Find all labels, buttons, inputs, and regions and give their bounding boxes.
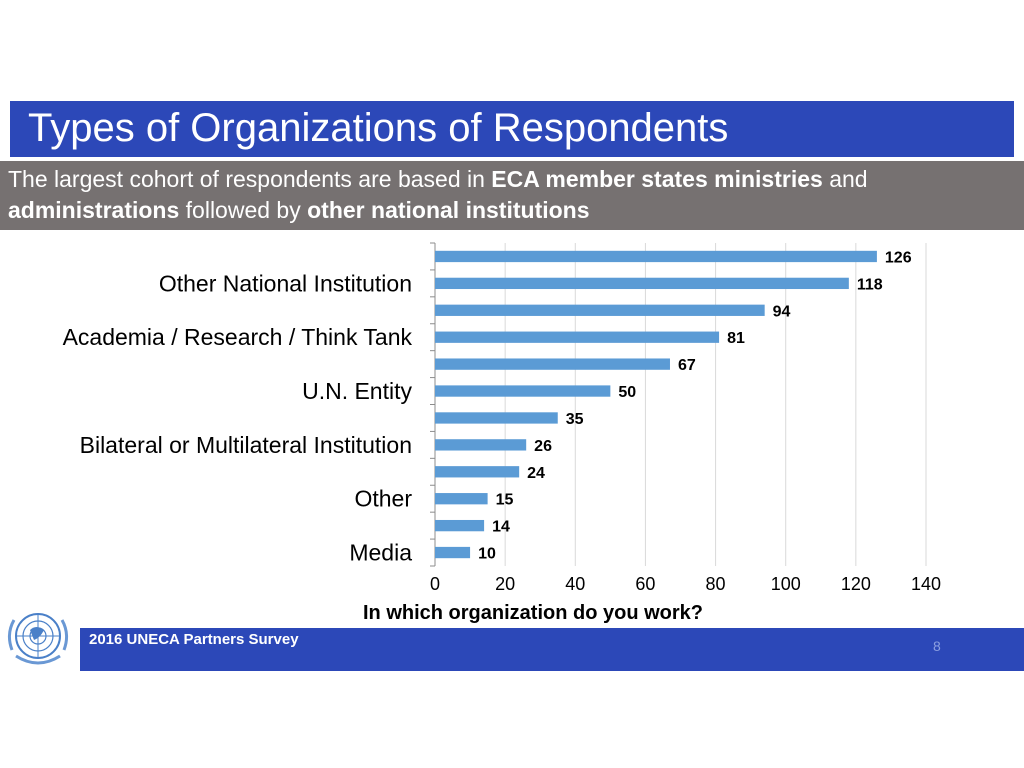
category-label: Other National Institution xyxy=(159,270,412,296)
bar-value-label: 50 xyxy=(618,384,636,401)
subtitle-part2: and xyxy=(822,166,868,192)
category-label: U.N. Entity xyxy=(302,378,412,404)
x-axis-title: In which organization do you work? xyxy=(363,602,703,624)
bar xyxy=(435,358,670,370)
footer-survey-label: 2016 UNECA Partners Survey xyxy=(89,631,299,648)
subtitle-bold3: other national institutions xyxy=(307,197,590,223)
bar xyxy=(435,519,485,532)
bar-value-label: 10 xyxy=(478,546,496,563)
bar xyxy=(435,546,471,559)
subtitle-banner: The largest cohort of respondents are ba… xyxy=(0,161,1024,230)
bar-value-label: 24 xyxy=(527,465,545,482)
bar xyxy=(435,304,765,316)
bar xyxy=(435,277,849,290)
bar-value-label: 118 xyxy=(857,276,883,293)
x-tick-label: 80 xyxy=(706,574,726,594)
bar xyxy=(435,385,611,397)
x-tick-label: 0 xyxy=(430,574,440,594)
category-label: Bilateral or Multilateral Institution xyxy=(80,432,412,458)
subtitle-bold1: ECA member states ministries xyxy=(491,166,823,192)
subtitle-bold2: administrations xyxy=(8,197,180,223)
bar xyxy=(435,493,488,505)
bar xyxy=(435,331,720,343)
x-tick-label: 60 xyxy=(635,574,655,594)
x-tick-label: 140 xyxy=(911,574,941,594)
category-label: Media xyxy=(349,540,412,566)
title-bar: Types of Organizations of Respondents xyxy=(10,101,1014,157)
bar-value-label: 67 xyxy=(678,357,696,374)
bar-value-label: 15 xyxy=(496,492,514,509)
un-emblem-logo xyxy=(7,613,69,665)
bar-value-label: 94 xyxy=(773,303,791,320)
bar-value-label: 81 xyxy=(727,330,745,347)
bar-value-label: 14 xyxy=(492,519,510,536)
bar xyxy=(435,412,558,424)
x-tick-label: 100 xyxy=(771,574,801,594)
x-tick-label: 120 xyxy=(841,574,871,594)
footer-bar: 2016 UNECA Partners Survey 8 xyxy=(80,628,1024,671)
subtitle-part1: The largest cohort of respondents are ba… xyxy=(8,166,492,192)
page-number: 8 xyxy=(933,638,941,654)
bar-value-label: 126 xyxy=(885,249,912,266)
page-title: Types of Organizations of Respondents xyxy=(28,106,729,150)
category-label: Academia / Research / Think Tank xyxy=(63,324,413,350)
bar-value-label: 35 xyxy=(566,411,584,428)
x-tick-label: 40 xyxy=(565,574,585,594)
bar xyxy=(435,439,527,451)
bar xyxy=(435,466,520,478)
subtitle-text: The largest cohort of respondents are ba… xyxy=(8,164,868,226)
bar-value-label: 26 xyxy=(534,438,552,455)
subtitle-part3: followed by xyxy=(179,197,308,223)
x-tick-label: 20 xyxy=(495,574,515,594)
category-label: Other xyxy=(354,486,412,512)
bar xyxy=(435,250,877,263)
